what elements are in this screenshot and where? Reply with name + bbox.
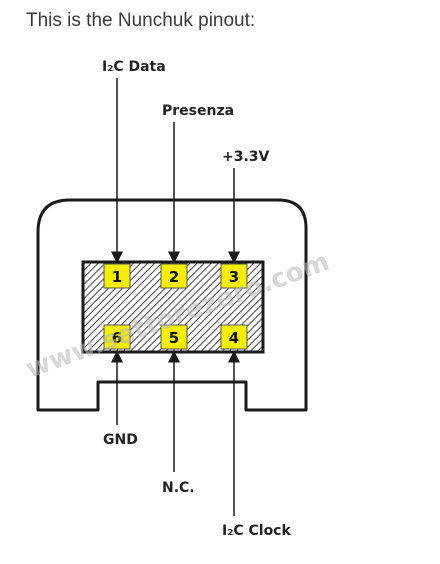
pin-6-number: 6 (112, 329, 122, 347)
gnd-label: GND (103, 432, 138, 448)
pin-4: 4 (220, 324, 248, 350)
pin-1: 1 (103, 263, 131, 289)
pin-4-number: 4 (229, 329, 239, 347)
pin-3: 3 (220, 263, 248, 289)
pin-6: 6 (103, 324, 131, 350)
pin-5-number: 5 (169, 329, 179, 347)
i2c-clock-label: I₂C Clock (222, 523, 291, 539)
i2c-data-label: I₂C Data (102, 59, 166, 75)
pin-2-number: 2 (169, 268, 179, 286)
presenza-label: Presenza (162, 103, 234, 119)
pin-3-number: 3 (229, 268, 239, 286)
nc-label: N.C. (162, 480, 195, 496)
intro-text: This is the Nunchuk pinout: (26, 10, 256, 31)
connector-outline (36, 198, 308, 412)
pin-1-number: 1 (112, 268, 122, 286)
vcc-label: +3.3V (222, 149, 270, 165)
pin-5: 5 (160, 324, 188, 350)
pin-2: 2 (160, 263, 188, 289)
